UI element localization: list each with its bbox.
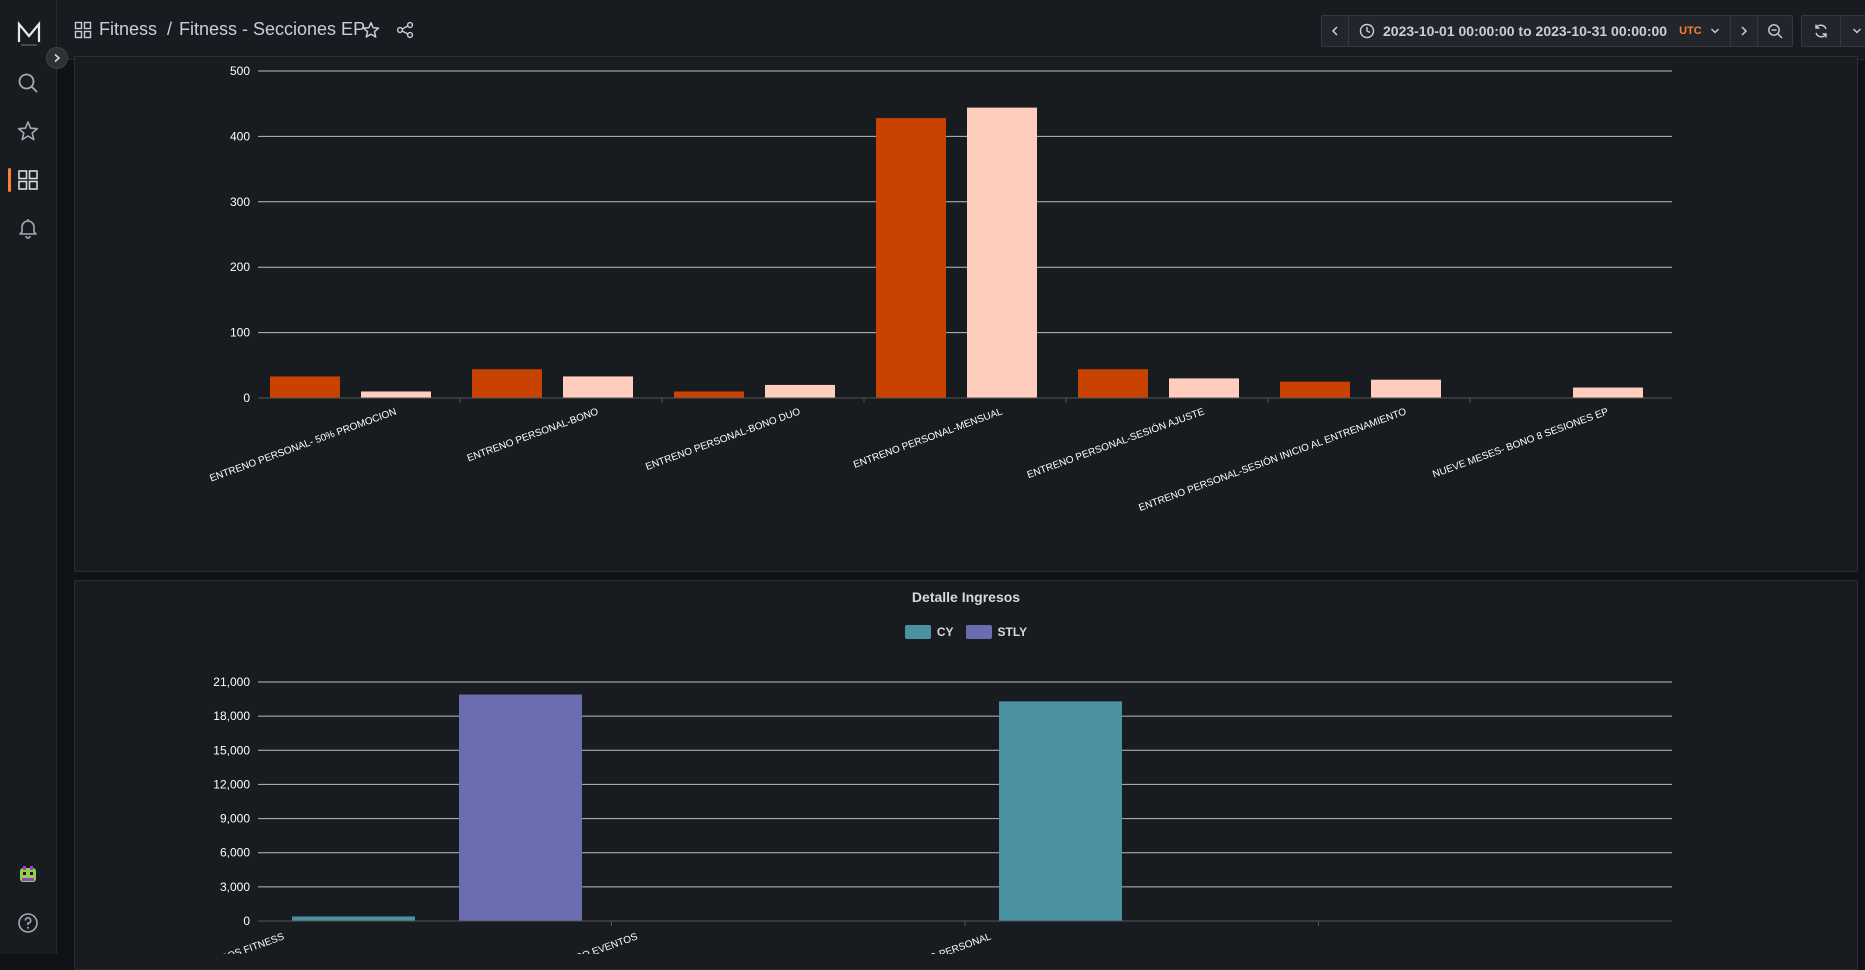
legend-label-cy: CY	[936, 625, 954, 639]
y-tick-label: 0	[243, 914, 250, 928]
time-range-text: 2023-10-01 00:00:00 to 2023-10-31 00:00:…	[1383, 23, 1668, 39]
y-tick-label: 12,000	[213, 777, 250, 791]
y-tick-label: 9,000	[220, 812, 250, 826]
y-tick-label: 18,000	[213, 709, 250, 723]
logo-icon[interactable]	[14, 18, 44, 48]
refresh-interval-chevron-icon[interactable]	[1841, 16, 1865, 46]
active-indicator	[8, 168, 11, 192]
bell-icon[interactable]	[13, 213, 43, 243]
ingresos-bar-chart[interactable]: 0 3,000 6,000 9,000 12,000 15,000 18,000 21,000…	[75, 581, 1857, 969]
bar-series-1-6	[1280, 381, 1350, 398]
bar-series-2-7	[1573, 387, 1643, 398]
y-tick-label: 6,000	[220, 846, 250, 860]
bar-series-2-4	[967, 107, 1037, 399]
x-tick-label: INGRESO EVENTOS	[545, 931, 640, 969]
y-tick-label: 300	[230, 195, 250, 209]
x-tick-label: ENTRENO PERSONAL-BONO	[466, 406, 601, 464]
y-tick-label: 0	[243, 391, 250, 405]
chart-legend: CY STLY	[75, 625, 1857, 639]
y-tick-label: 3,000	[220, 880, 250, 894]
star-icon[interactable]	[360, 19, 382, 41]
search-icon[interactable]	[13, 68, 43, 98]
bar-stly-1	[459, 694, 582, 921]
bar-series-1-2	[472, 369, 542, 398]
help-icon[interactable]	[13, 908, 43, 938]
bar-cy-1	[292, 916, 415, 921]
legend-item-cy[interactable]: CY	[904, 625, 954, 639]
legend-swatch-stly	[965, 625, 992, 639]
sessions-bar-chart[interactable]: 0 100 200 300 400 500 ENTRENO PERSONAL- 50% PR…	[75, 57, 1857, 571]
x-tick-label: CURSOS FITNESS	[200, 931, 287, 969]
y-tick-label: 21,000	[213, 675, 250, 689]
x-tick-label: ENTRENO PERSONAL-MENSUAL	[852, 406, 1004, 470]
expand-sidebar-button[interactable]	[46, 47, 68, 69]
bar-series-2-5	[1169, 378, 1239, 398]
detalle-ingresos-panel: Detalle Ingresos CY STLY 0 3,000 6,000 9,00…	[74, 580, 1858, 970]
refresh-icon[interactable]	[1802, 16, 1841, 46]
zoom-out-icon[interactable]	[1758, 16, 1792, 46]
top-bar: Fitness / Fitness - Secciones EP 2023-10…	[57, 0, 1865, 60]
refresh-picker	[1801, 15, 1865, 47]
legend-item-stly[interactable]: STLY	[965, 625, 1028, 639]
time-range-button[interactable]: 2023-10-01 00:00:00 to 2023-10-31 00:00:…	[1349, 16, 1731, 46]
dashboard-grid-icon	[72, 19, 94, 41]
user-avatar-icon[interactable]	[13, 860, 43, 890]
bar-series-1-3	[674, 391, 744, 398]
dashboards-icon[interactable]	[13, 165, 43, 195]
bar-series-2-6	[1371, 379, 1441, 398]
timezone-badge: UTC	[1679, 25, 1702, 37]
breadcrumb-dashboard[interactable]: Fitness - Secciones EP	[179, 19, 366, 39]
x-tick-label: ENTRENAMIENTO PERSONAL	[854, 931, 993, 969]
star-icon[interactable]	[13, 116, 43, 146]
share-icon[interactable]	[394, 19, 416, 41]
clock-icon	[1359, 23, 1375, 39]
x-tick-label: NUEVE MESES- BONO 8 SESIONES EP	[1431, 406, 1610, 480]
sessions-chart-panel: 0 100 200 300 400 500 ENTRENO PERSONAL- 50% PR…	[74, 56, 1858, 572]
y-tick-label: 200	[230, 260, 250, 274]
bar-series-2-3	[765, 384, 835, 398]
y-tick-label: 500	[230, 64, 250, 78]
panel-title: Detalle Ingresos	[911, 589, 1021, 605]
chevron-left-icon[interactable]	[1322, 16, 1349, 46]
y-tick-label: 100	[230, 326, 250, 340]
bar-series-2-2	[563, 376, 633, 398]
breadcrumb-separator: /	[167, 19, 173, 39]
bar-series-1-5	[1078, 369, 1148, 398]
x-tick-label: ENTRENO PERSONAL- 50% PROMOCION	[208, 406, 398, 484]
legend-label-stly: STLY	[997, 625, 1028, 639]
breadcrumb-section[interactable]: Fitness	[99, 19, 158, 39]
chart-plot: 0 3,000 6,000 9,000 12,000 15,000 18,000 21,000…	[200, 675, 1672, 969]
bar-series-1-1	[270, 376, 340, 398]
legend-swatch-cy	[904, 625, 931, 639]
bar-cy-3	[999, 701, 1122, 921]
chevron-down-icon	[1710, 28, 1719, 34]
bar-series-1-4	[876, 118, 946, 398]
time-picker: 2023-10-01 00:00:00 to 2023-10-31 00:00:…	[1321, 15, 1793, 47]
x-tick-label: ENTRENO PERSONAL-BONO DUO	[644, 406, 802, 472]
y-tick-label: 15,000	[213, 743, 250, 757]
y-tick-label: 400	[230, 129, 250, 143]
sidebar	[0, 0, 57, 954]
bar-series-2-1	[361, 391, 431, 398]
x-tick-label: ENTRENO PERSONAL-SESIÓN AJUSTE	[1025, 404, 1206, 481]
chevron-right-icon[interactable]	[1731, 16, 1758, 46]
